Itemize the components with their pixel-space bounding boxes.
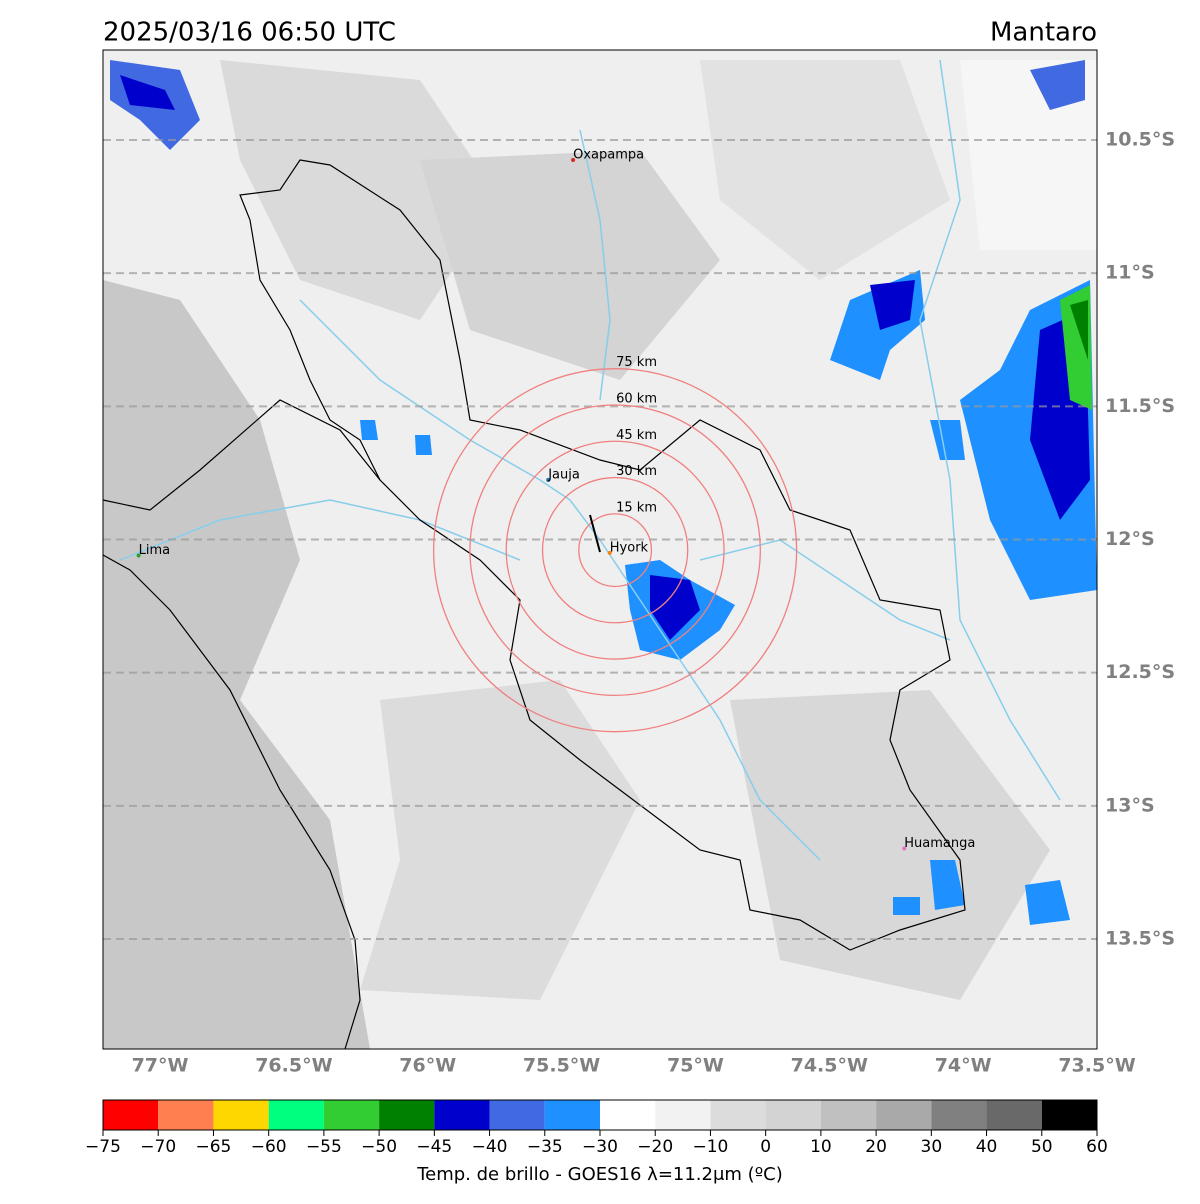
radar-beam (589, 514, 601, 553)
lat-label: 11°S (1105, 262, 1155, 284)
rivers (119, 59, 1061, 861)
range-ring (541, 476, 689, 624)
colorbar-bin (765, 1100, 821, 1130)
colorbar-bin (213, 1100, 269, 1130)
colorbar-bin (931, 1100, 987, 1130)
ring-label: 15 km (616, 500, 657, 515)
city-marker (546, 477, 551, 482)
colorbar-tick-label: 20 (865, 1137, 887, 1157)
colorbar-tick-label: 10 (810, 1137, 832, 1157)
city-label: Lima (139, 543, 170, 558)
range-ring (505, 440, 725, 660)
graticule: 10.5°S 11°S 11.5°S 12°S 12.5°S 13°S 13.5°S 77°W… (103, 129, 1175, 1077)
colorbar-bin (986, 1100, 1042, 1130)
lon-label: 75°W (667, 1055, 724, 1077)
title: 2025/03/16 06:50 UTC (103, 18, 396, 48)
colorbar-bin (820, 1100, 877, 1130)
lat-label: 13°S (1105, 794, 1155, 816)
satellite-field (103, 50, 1097, 1049)
lon-label: 75.5°W (523, 1055, 600, 1077)
city-marker (607, 550, 612, 555)
range-rings: 15 km 30 km 45 km 60 km 75 km (432, 355, 798, 733)
colorbar-tick-label: −40 (472, 1137, 508, 1157)
colorbar-bin (489, 1100, 545, 1130)
colorbar-bin (379, 1100, 435, 1130)
colorbar-bin (710, 1100, 766, 1130)
colorbar: −75 −70 −65 −60 −55 −50 −45 −40 −35 −30 −20 −10 0 10 2… (85, 1099, 1108, 1157)
colorbar-bin (1041, 1100, 1097, 1130)
lat-label: 11.5°S (1105, 395, 1175, 417)
lon-label: 76.5°W (255, 1055, 332, 1077)
colorbar-tick-label: −20 (637, 1137, 673, 1157)
region: Mantaro (990, 18, 1097, 48)
range-ring (469, 404, 761, 697)
colorbar-tick-label: 50 (1031, 1137, 1053, 1157)
ring-label: 30 km (616, 464, 657, 479)
colorbar-bin (323, 1100, 380, 1130)
city-label: Oxapampa (573, 147, 644, 162)
range-ring (432, 368, 798, 733)
lon-label: 74.5°W (791, 1055, 868, 1077)
lon-label: 73.5°W (1058, 1055, 1135, 1077)
ring-label: 45 km (616, 428, 657, 443)
colorbar-tick-label: −30 (582, 1137, 618, 1157)
lat-label: 10.5°S (1105, 129, 1175, 151)
cities: Oxapampa Jauja Hyork Lima Huamanga (136, 147, 975, 851)
colorbar-tick-label: −70 (140, 1137, 176, 1157)
ring-label: 75 km (616, 355, 657, 370)
colorbar-bin (268, 1100, 324, 1130)
colorbar-tick-label: −55 (306, 1137, 342, 1157)
colorbar-tick-label: −35 (527, 1137, 563, 1157)
colorbar-label: Temp. de brillo - GOES16 λ=11.2μm (ºC) (416, 1164, 783, 1185)
map-frame (102, 49, 1098, 1050)
lon-label: 74°W (935, 1055, 992, 1077)
city-label: Hyork (610, 540, 649, 555)
lon-label: 77°W (132, 1055, 189, 1077)
colorbar-tick-label: 30 (921, 1137, 943, 1157)
city-marker (902, 846, 907, 851)
lon-label: 76°W (399, 1055, 456, 1077)
colorbar-bin (103, 1100, 159, 1130)
colorbar-tick-label: −60 (251, 1137, 287, 1157)
colorbar-bin (655, 1100, 711, 1130)
colorbar-tick-label: 60 (1086, 1137, 1108, 1157)
colorbar-tick-label: −45 (416, 1137, 452, 1157)
lat-label: 13.5°S (1105, 928, 1175, 950)
range-ring (578, 513, 653, 588)
city-marker (571, 157, 576, 162)
colorbar-tick-label: −50 (361, 1137, 397, 1157)
colorbar-tick-label: 40 (976, 1137, 998, 1157)
city-label: Huamanga (904, 836, 975, 851)
basin-outline (102, 159, 966, 1050)
lat-label: 12°S (1105, 528, 1155, 550)
city-marker (136, 553, 141, 558)
colorbar-bin (544, 1100, 600, 1130)
colorbar-bin (600, 1100, 656, 1130)
colorbar-bin (434, 1100, 490, 1130)
city-label: Jauja (547, 467, 580, 482)
ring-label: 60 km (616, 391, 657, 406)
colorbar-tick-label: −10 (692, 1137, 728, 1157)
colorbar-tick-label: −65 (195, 1137, 231, 1157)
colorbar-tick-label: 0 (760, 1137, 771, 1157)
colorbar-tick-label: −75 (85, 1137, 121, 1157)
lat-label: 12.5°S (1105, 661, 1175, 683)
colorbar-bin (158, 1100, 214, 1130)
colorbar-bin (876, 1100, 932, 1130)
